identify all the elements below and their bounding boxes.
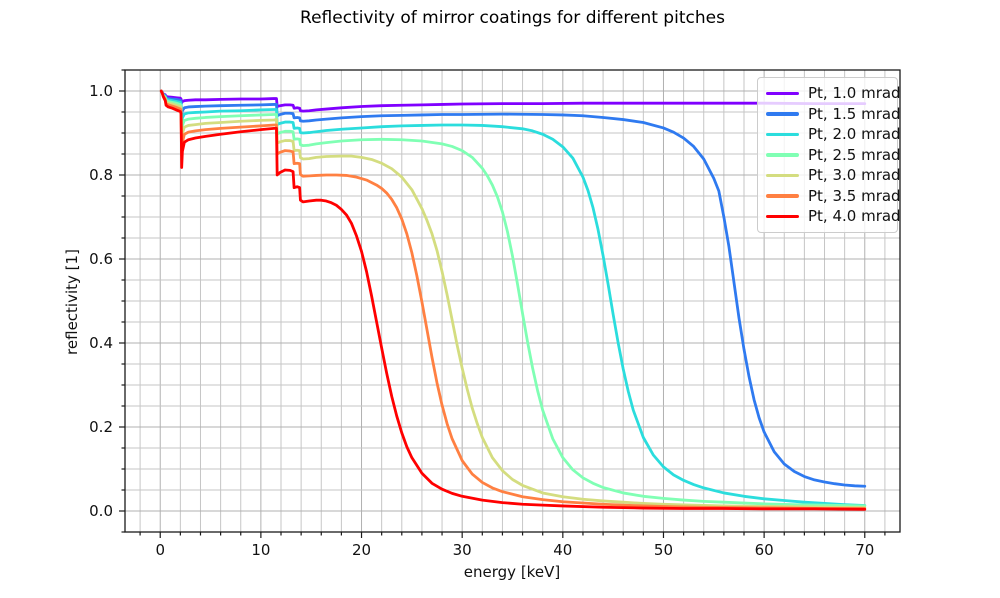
legend-item: Pt, 1.0 mrad [766, 83, 901, 104]
series-line-pt-3-5-mrad [159, 89, 867, 510]
series-line-pt-2-0-mrad [159, 89, 867, 507]
x-tick-label: 60 [754, 541, 774, 559]
x-tick-label: 70 [855, 541, 875, 559]
series-group [159, 89, 867, 511]
legend-line-swatch [766, 91, 799, 95]
legend-item: Pt, 2.5 mrad [766, 145, 901, 166]
legend-line-swatch [766, 214, 799, 218]
legend-item-label: Pt, 2.5 mrad [808, 145, 901, 164]
legend-line-swatch [766, 173, 799, 177]
legend-item-label: Pt, 1.0 mrad [808, 84, 901, 103]
y-tick-label: 0.8 [89, 166, 113, 184]
y-tick-label: 0.6 [89, 250, 113, 268]
legend-item-label: Pt, 2.0 mrad [808, 125, 901, 144]
legend-item: Pt, 3.0 mrad [766, 165, 901, 186]
series-line-pt-2-5-mrad [159, 89, 867, 508]
chart-title: Reflectivity of mirror coatings for diff… [300, 8, 725, 28]
legend-item-label: Pt, 3.0 mrad [808, 166, 901, 185]
x-tick-label: 30 [452, 541, 472, 559]
series-line-pt-3-0-mrad [159, 89, 867, 510]
y-tick-label: 0.0 [89, 502, 113, 520]
series-line-pt-1-5-mrad [159, 89, 867, 488]
legend-item: Pt, 1.5 mrad [766, 104, 901, 125]
legend-item-label: Pt, 4.0 mrad [808, 207, 901, 226]
x-tick-label: 50 [653, 541, 674, 559]
legend-item: Pt, 3.5 mrad [766, 186, 901, 207]
series-line-pt-4-0-mrad [159, 89, 867, 511]
legend-item-label: Pt, 3.5 mrad [808, 186, 901, 205]
legend-line-swatch [766, 194, 799, 198]
series-line-pt-1-0-mrad [159, 89, 867, 113]
y-tick-label: 0.4 [89, 334, 113, 352]
legend-item-label: Pt, 1.5 mrad [808, 104, 901, 123]
x-tick-label: 0 [155, 541, 165, 559]
x-tick-label: 40 [553, 541, 573, 559]
x-tick-label: 20 [351, 541, 372, 559]
x-axis-label: energy [keV] [463, 563, 561, 581]
legend-line-swatch [766, 112, 799, 116]
y-axis-label: reflectivity [1] [63, 249, 81, 355]
legend-line-swatch [766, 153, 799, 157]
legend: Pt, 1.0 mrad Pt, 1.5 mrad Pt, 2.0 mrad Pt, … [757, 77, 901, 233]
legend-item: Pt, 2.0 mrad [766, 124, 901, 145]
x-tick-label: 10 [251, 541, 271, 559]
legend-item: Pt, 4.0 mrad [766, 206, 901, 227]
legend-line-swatch [766, 132, 799, 136]
y-tick-label: 1.0 [89, 82, 113, 100]
y-tick-label: 0.2 [89, 418, 113, 436]
